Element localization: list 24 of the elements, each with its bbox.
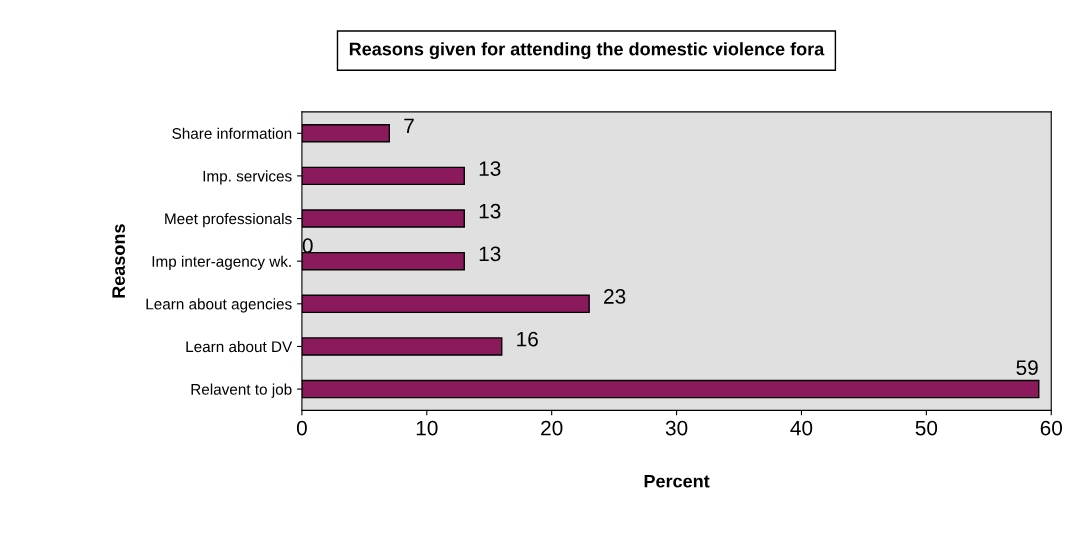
y-tick-label: Share information — [172, 127, 292, 139]
y-tick-label: Learn about agencies — [146, 298, 292, 313]
data-label: 13 — [479, 161, 501, 176]
x-tick-label: 40 — [790, 420, 813, 436]
x-tick-label: 30 — [665, 420, 688, 436]
y-tick-label: Imp inter-agency wk. — [152, 255, 291, 270]
x-axis-title: Percent — [644, 474, 710, 488]
data-label: 7 — [404, 118, 414, 134]
data-label: 13 — [479, 246, 501, 262]
x-tick-label: 0 — [296, 420, 307, 436]
chart-title: Reasons given for attending the domestic violence fora — [349, 42, 825, 60]
data-label: 13 — [479, 203, 501, 219]
y-axis-title: Reasons — [112, 224, 126, 298]
x-tick-label: 50 — [915, 420, 938, 436]
y-tick-label: Imp. services — [203, 170, 292, 185]
data-label: 16 — [517, 331, 538, 347]
x-tick-label: 10 — [416, 420, 438, 436]
data-label: 23 — [604, 289, 626, 304]
y-tick-label: Meet professionals — [165, 212, 292, 228]
data-label: 59 — [1016, 360, 1038, 376]
x-tick-label: 20 — [541, 420, 563, 436]
y-tick-label: Relavent to job — [191, 383, 292, 398]
y-tick-label: Learn about DV — [186, 340, 293, 353]
x-tick-label: 60 — [1040, 420, 1063, 436]
